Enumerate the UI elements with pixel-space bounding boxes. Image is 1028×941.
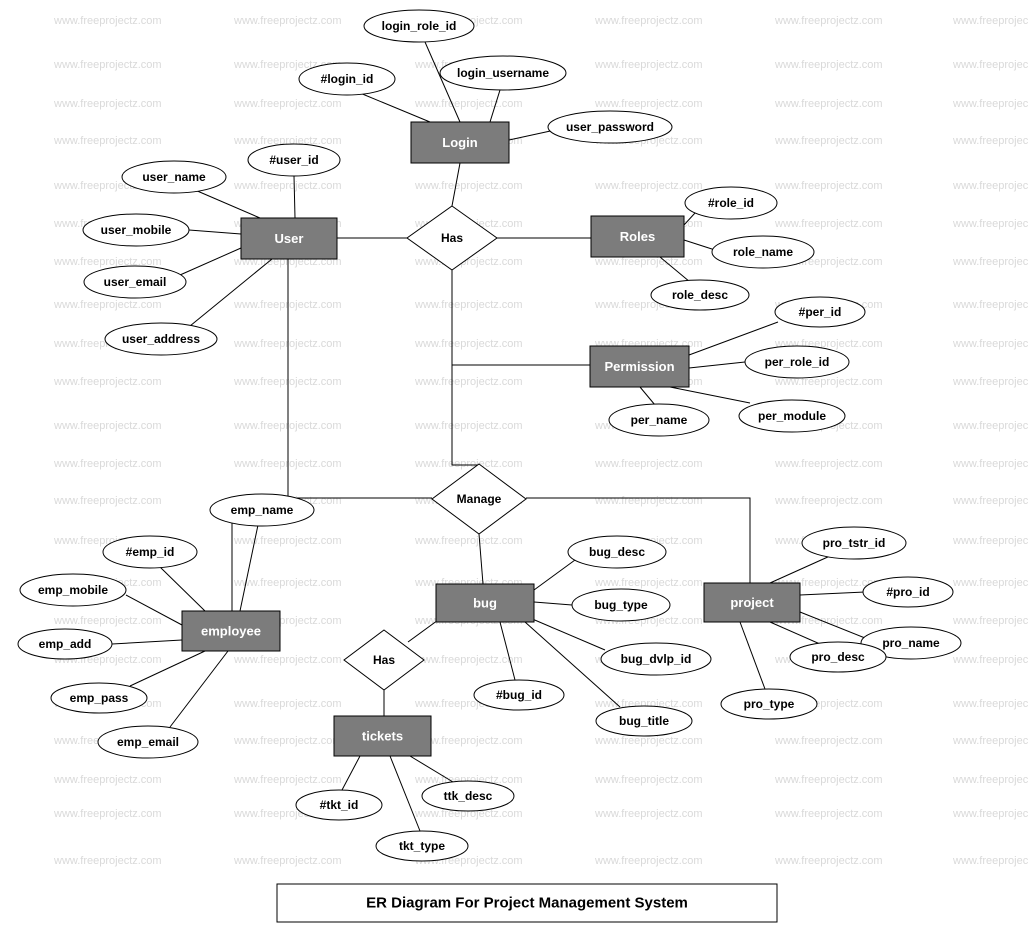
attr-label-permission-14: per_module — [758, 409, 826, 423]
entity-label-project: project — [730, 595, 774, 610]
attr-label-login-2: login_username — [457, 66, 549, 80]
attr-label-employee-21: emp_email — [117, 735, 179, 749]
attr-label-project-31: pro_type — [744, 697, 795, 711]
attr-label-login-3: user_password — [566, 120, 654, 134]
attr-label-project-28: #pro_id — [886, 585, 929, 599]
attr-label-bug-22: bug_desc — [589, 545, 645, 559]
attr-label-bug-24: bug_dvlp_id — [621, 652, 692, 666]
edge-roles-a2 — [684, 240, 715, 250]
edge-tkt-a3 — [390, 756, 420, 831]
title-text: ER Diagram For Project Management System — [366, 895, 688, 912]
rel-label-has1: Has — [441, 231, 463, 245]
edge-perm-a4 — [640, 387, 655, 405]
edge-roles-a1 — [684, 213, 695, 225]
rel-label-has2: Has — [373, 653, 395, 667]
attr-label-employee-18: emp_mobile — [38, 583, 108, 597]
attr-label-login-0: login_role_id — [382, 19, 457, 33]
attr-label-user-5: user_name — [142, 170, 206, 184]
attr-label-user-8: user_address — [122, 332, 200, 346]
attr-label-tickets-33: ttk_desc — [444, 789, 493, 803]
edge-bug-a1 — [534, 560, 575, 590]
edge-perm-a3 — [670, 387, 750, 403]
edge-bug-a5 — [500, 622, 515, 680]
edge-r-has-manage — [452, 270, 479, 465]
edge-emp-a4 — [112, 640, 182, 644]
edge-r-manage-bug — [479, 534, 483, 584]
edge-user-a5 — [190, 259, 272, 326]
edge-roles-a3 — [660, 257, 690, 282]
attr-label-bug-25: bug_title — [619, 714, 669, 728]
attr-label-project-27: pro_tstr_id — [823, 536, 886, 550]
attr-label-permission-12: #per_id — [799, 305, 842, 319]
edge-login-a4 — [509, 130, 555, 140]
attr-label-permission-15: per_name — [631, 413, 688, 427]
edge-emp-a2 — [160, 567, 205, 611]
er-diagram-svg: Has Manage Has Login User Roles Permission bug… — [0, 0, 1028, 941]
edge-proj-a5 — [740, 622, 765, 689]
edge-bug-a2 — [534, 602, 572, 605]
entity-label-employee: employee — [201, 624, 261, 639]
edge-r-has-perm — [452, 270, 590, 365]
edge-perm-a2 — [689, 362, 745, 368]
attr-label-tickets-32: #tkt_id — [320, 798, 359, 812]
edge-emp-a5 — [130, 651, 205, 686]
attr-label-project-30: pro_desc — [811, 650, 865, 664]
attr-label-login-1: #login_id — [321, 72, 374, 86]
edge-emp-a6 — [170, 651, 228, 727]
attr-label-employee-20: emp_pass — [70, 691, 129, 705]
attr-label-bug-23: bug_type — [594, 598, 648, 612]
attr-label-roles-10: role_name — [733, 245, 793, 259]
edge-proj-a1 — [770, 556, 830, 583]
entity-label-bug: bug — [473, 596, 497, 611]
edge-tkt-a2 — [410, 756, 453, 782]
attr-label-roles-9: #role_id — [708, 196, 754, 210]
attr-label-user-7: user_email — [104, 275, 167, 289]
attr-label-bug-26: #bug_id — [496, 688, 542, 702]
edge-proj-a3 — [800, 612, 865, 638]
edge-login-a2 — [360, 93, 430, 122]
edge-proj-a4 — [770, 622, 820, 644]
attr-label-employee-16: emp_name — [231, 503, 294, 517]
entity-label-roles: Roles — [620, 229, 655, 244]
edge-proj-a2 — [800, 592, 865, 595]
edge-login-a3 — [490, 90, 500, 122]
edge-r-login-has — [452, 163, 460, 206]
edge-user-a3 — [189, 230, 241, 234]
edge-tkt-a1 — [342, 756, 360, 790]
attr-label-permission-13: per_role_id — [765, 355, 830, 369]
edge-r-user-manage — [288, 259, 432, 498]
entity-label-tickets: tickets — [362, 729, 403, 744]
attr-label-employee-17: #emp_id — [126, 545, 175, 559]
edge-emp-a3 — [126, 595, 182, 625]
attr-label-user-6: user_mobile — [101, 223, 172, 237]
entity-label-user: User — [275, 231, 304, 246]
rel-label-manage: Manage — [457, 492, 502, 506]
title: ER Diagram For Project Management System — [277, 884, 777, 922]
edge-user-a2 — [195, 190, 260, 218]
attr-label-roles-11: role_desc — [672, 288, 728, 302]
attr-label-tickets-34: tkt_type — [399, 839, 445, 853]
edge-user-a4 — [180, 248, 241, 275]
entity-label-permission: Permission — [604, 359, 674, 374]
attr-label-project-29: pro_name — [882, 636, 940, 650]
attr-label-employee-19: emp_add — [39, 637, 92, 651]
edge-user-a1 — [294, 176, 295, 218]
attr-label-user-4: #user_id — [269, 153, 318, 167]
entity-label-login: Login — [442, 135, 477, 150]
edge-bug-a3 — [530, 618, 605, 650]
edge-emp-a1 — [240, 525, 258, 611]
